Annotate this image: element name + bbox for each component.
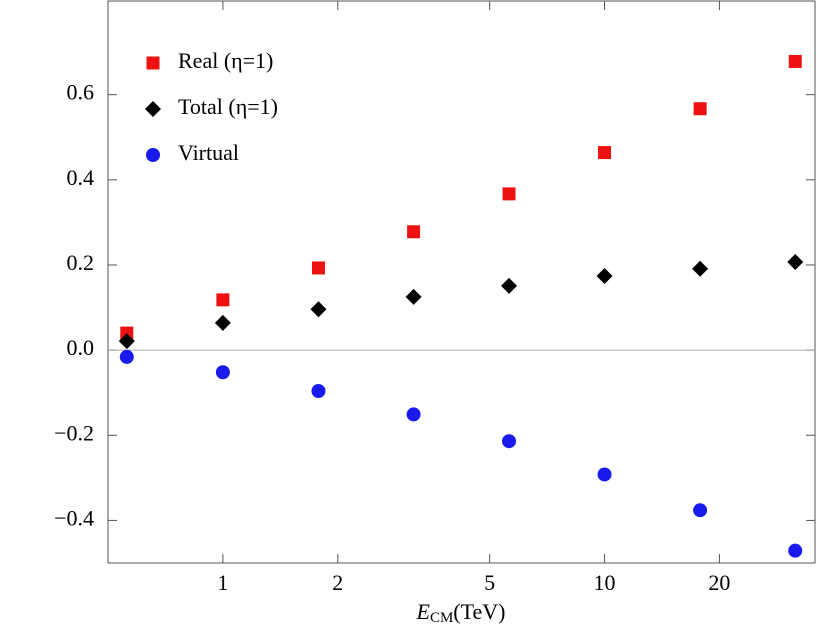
data-point <box>120 326 134 340</box>
y-tick-label: −0.4 <box>54 505 94 530</box>
data-point <box>598 146 612 160</box>
data-point <box>501 277 518 294</box>
x-label-unit: (TeV) <box>453 599 505 624</box>
data-point <box>311 261 325 275</box>
data-point <box>310 301 327 318</box>
data-point <box>693 503 708 518</box>
data-point <box>692 260 709 277</box>
y-tick-label: 0.2 <box>67 250 95 275</box>
x-tick-label: 1 <box>217 570 228 595</box>
data-point <box>311 383 326 398</box>
data-point <box>118 333 135 350</box>
plot-frame <box>107 0 816 564</box>
x-tick-label: 2 <box>332 570 343 595</box>
y-tick-label: −0.2 <box>54 420 94 445</box>
data-point <box>216 293 230 307</box>
legend-marker <box>146 56 160 70</box>
x-tick-label: 20 <box>708 570 730 595</box>
data-point <box>693 102 707 116</box>
legend-label: Real (η=1) <box>178 48 273 73</box>
x-label-subscript: CM <box>430 610 453 626</box>
x-axis-label: ECM(TeV) <box>415 599 505 626</box>
x-tick-label: 10 <box>594 570 616 595</box>
data-point <box>215 365 230 380</box>
data-point <box>788 543 803 558</box>
legend-marker <box>145 101 161 117</box>
legend-label: Total (η=1) <box>178 94 278 119</box>
legend-marker <box>146 148 160 162</box>
x-label-symbol: E <box>415 599 430 624</box>
data-point <box>787 253 804 270</box>
data-point <box>407 225 421 239</box>
data-point <box>214 314 231 331</box>
data-point <box>405 288 422 305</box>
data-point <box>597 467 612 482</box>
x-tick-label: 5 <box>484 570 495 595</box>
data-point <box>788 54 802 68</box>
legend-label: Virtual <box>178 140 239 165</box>
y-tick-label: 0.0 <box>67 335 95 360</box>
data-point <box>502 434 517 449</box>
data-point <box>406 407 421 422</box>
data-point <box>596 268 613 285</box>
data-point <box>119 349 134 364</box>
data-point <box>502 187 516 201</box>
y-tick-label: 0.6 <box>67 80 95 105</box>
y-tick-label: 0.4 <box>67 165 95 190</box>
